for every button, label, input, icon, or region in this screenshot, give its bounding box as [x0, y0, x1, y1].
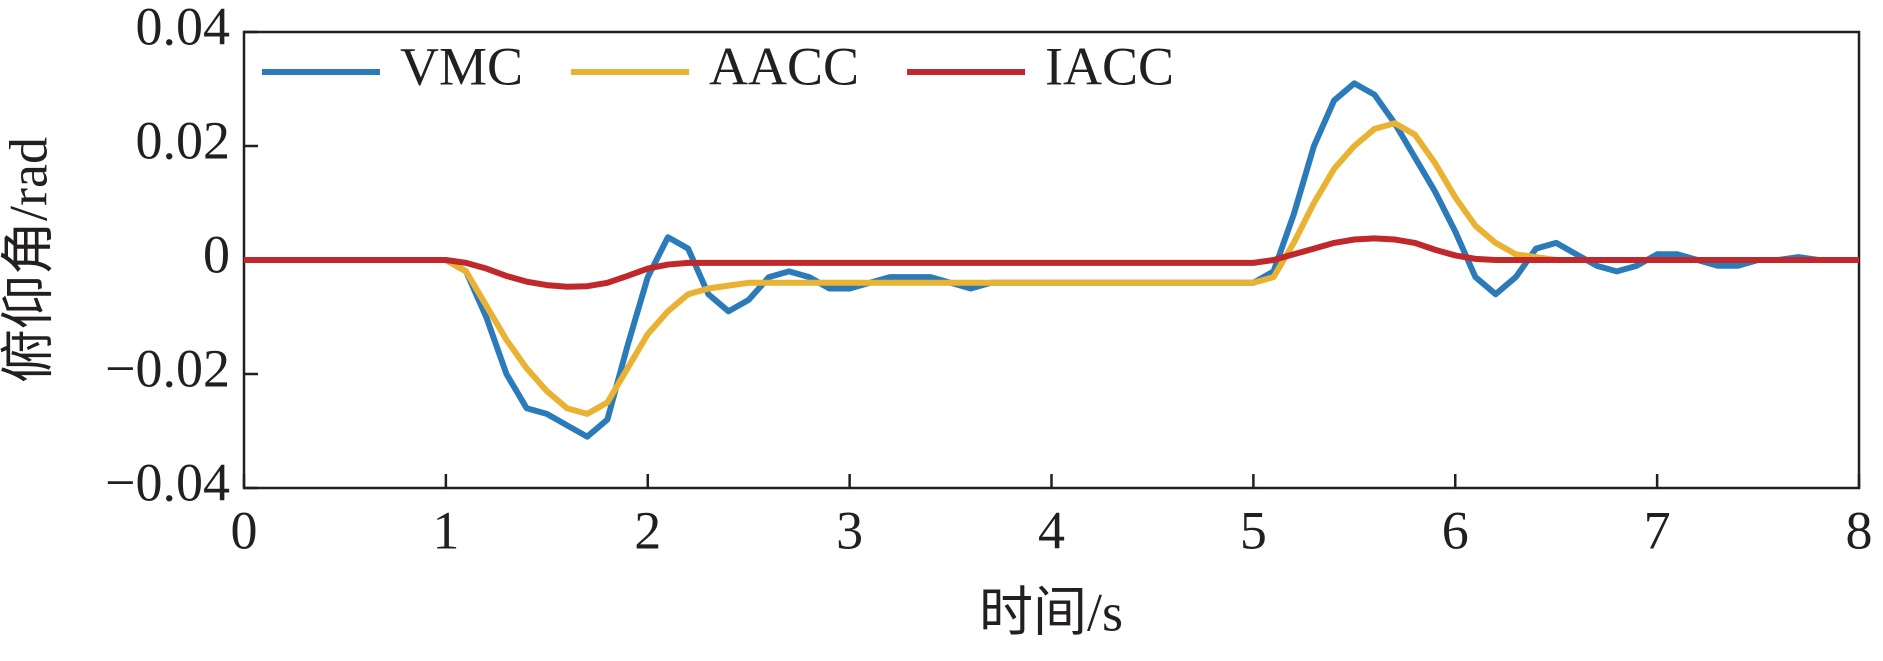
y-tick-label: 0.04: [136, 0, 231, 56]
y-axis-label: 俯仰角/rad: [0, 137, 58, 383]
x-tick-label: 8: [1846, 500, 1873, 560]
y-tick-label: −0.02: [105, 338, 230, 398]
y-tick-label: 0: [203, 224, 230, 284]
x-tick-label: 3: [836, 500, 863, 560]
x-tick-label: 7: [1644, 500, 1671, 560]
x-axis-label: 时间/s: [979, 582, 1123, 642]
x-tick-label: 6: [1442, 500, 1469, 560]
series-line: [244, 235, 1859, 290]
legend-label: IACC: [1045, 36, 1174, 96]
legend-label: VMC: [400, 36, 523, 96]
x-tick-label: 4: [1038, 500, 1065, 560]
y-tick-label: −0.04: [105, 452, 230, 512]
y-tick-label: 0.02: [136, 110, 231, 170]
x-tick-label: 1: [432, 500, 459, 560]
legend-label: AACC: [709, 36, 859, 96]
x-tick-label: 5: [1240, 500, 1267, 560]
x-tick-label: 0: [231, 500, 258, 560]
x-tick-label: 2: [634, 500, 661, 560]
